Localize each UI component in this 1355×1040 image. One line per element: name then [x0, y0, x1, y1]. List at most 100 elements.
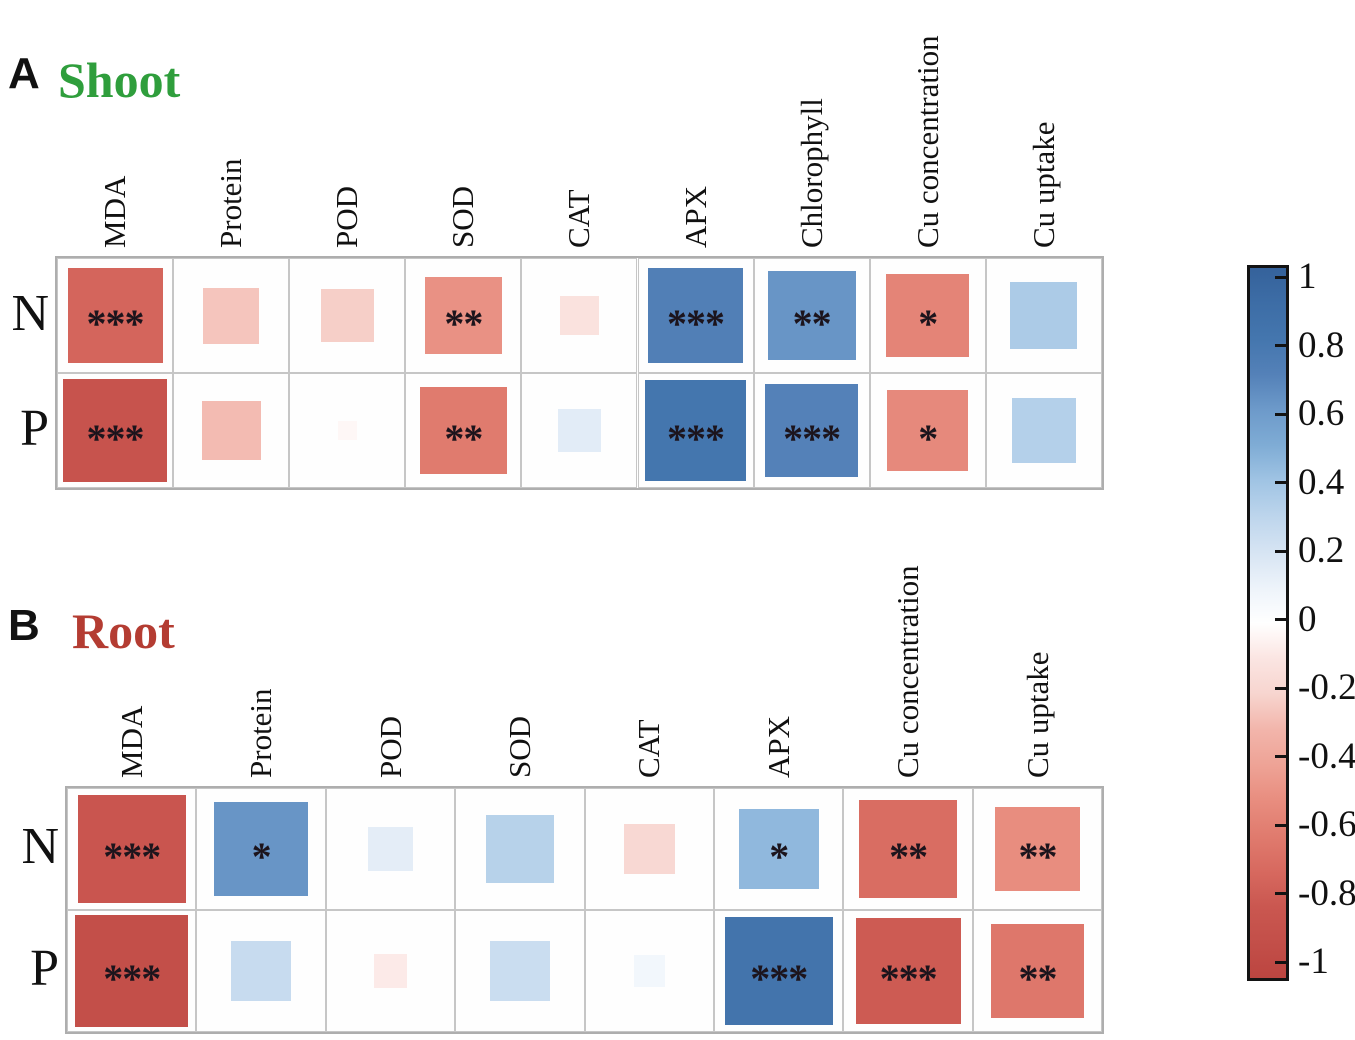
colorbar-tick	[1275, 344, 1286, 347]
significance-stars: **	[1018, 956, 1057, 1001]
significance-stars: **	[889, 834, 928, 879]
correlation-square	[75, 914, 189, 1028]
significance-stars: **	[1018, 834, 1057, 879]
colorbar-tick	[1275, 412, 1286, 416]
correlation-square	[490, 941, 550, 1001]
correlation-square	[1011, 398, 1076, 463]
correlation-square	[886, 273, 970, 358]
panel-a-letter: A	[8, 49, 40, 98]
cell-b-p-cu-concentration: ***	[843, 910, 973, 1032]
significance-stars: **	[444, 300, 483, 346]
column-label-a-chlorophyll: Chlorophyll	[793, 98, 829, 248]
panel-b-title: Root	[72, 603, 175, 659]
colorbar-tick	[1275, 823, 1286, 827]
cell-a-n-sod: **	[405, 258, 522, 373]
correlation-square	[764, 383, 859, 478]
correlation-square	[214, 802, 308, 896]
correlation-square	[724, 917, 833, 1025]
correlation-square	[337, 420, 357, 441]
column-label-a-apx: APX	[677, 185, 713, 248]
cell-b-p-pod	[325, 910, 456, 1032]
cell-b-p-cat	[584, 910, 714, 1032]
row-label-b-n: N	[21, 818, 59, 875]
correlation-square	[201, 400, 261, 461]
cell-a-p-apx: ***	[637, 373, 754, 488]
column-label-a-cat: CAT	[561, 189, 597, 248]
row-label-b-p: P	[30, 940, 59, 997]
correlation-grid-a: *** ** *** ** * *** ** *** *** *	[55, 256, 1104, 490]
correlation-square	[486, 815, 554, 883]
cell-a-p-cat	[521, 373, 638, 488]
cell-a-n-protein	[173, 258, 290, 373]
correlation-square	[320, 289, 374, 342]
cell-b-p-sod	[455, 910, 585, 1032]
correlation-square	[990, 924, 1085, 1018]
colorbar-tick	[1275, 892, 1286, 895]
significance-stars: ***	[783, 415, 841, 461]
cell-b-n-pod	[325, 788, 456, 910]
cell-a-n-apx: ***	[637, 258, 754, 373]
correlation-square	[624, 823, 675, 875]
correlation-square	[557, 408, 602, 453]
column-label-b-cu-concentration: Cu concentration	[890, 565, 926, 778]
correlation-square	[767, 271, 856, 360]
cell-a-p-cu-concentration: *	[869, 373, 986, 488]
column-label-b-apx: APX	[760, 715, 796, 778]
cell-a-n-cat	[521, 258, 638, 373]
correlation-grid-b: *** * * ** ** *** *** *** **	[65, 786, 1105, 1034]
cell-a-n-chlorophyll: **	[753, 258, 870, 373]
column-label-a-cu-uptake: Cu uptake	[1025, 121, 1061, 248]
cell-a-n-cu-concentration: *	[869, 258, 986, 373]
panel-b-letter: B	[8, 601, 40, 650]
colorbar-tick-label: -0.8	[1298, 872, 1355, 914]
cell-b-n-sod	[455, 788, 585, 910]
colorbar-tick-label: -1	[1298, 941, 1329, 982]
significance-stars: **	[444, 415, 483, 461]
cell-b-p-apx: ***	[714, 910, 844, 1032]
colorbar-tick-label: -0.4	[1298, 735, 1355, 777]
cell-b-p-mda: ***	[67, 910, 197, 1032]
correlation-square	[648, 267, 744, 363]
significance-stars: ***	[750, 956, 808, 1001]
column-label-a-mda: MDA	[97, 175, 133, 248]
colorbar-tick-label: -0.2	[1298, 667, 1355, 708]
cell-b-n-cu-uptake: **	[972, 788, 1103, 910]
correlation-square	[77, 795, 186, 903]
correlation-square	[738, 809, 819, 889]
significance-stars: ***	[667, 300, 725, 346]
column-label-a-sod: SOD	[445, 185, 481, 248]
colorbar-tick-label: 0.6	[1298, 393, 1345, 434]
cell-a-n-cu-uptake	[985, 258, 1102, 373]
correlation-square	[855, 918, 961, 1024]
correlation-square	[203, 287, 260, 344]
cell-b-n-cat	[584, 788, 714, 910]
colorbar-tick-label: 0.8	[1298, 324, 1345, 366]
cell-a-p-mda: ***	[57, 373, 174, 488]
colorbar-tick	[1275, 275, 1286, 279]
correlation-square	[63, 378, 167, 483]
significance-stars: *	[769, 834, 789, 879]
correlation-square	[1010, 281, 1078, 350]
cell-a-p-chlorophyll: ***	[753, 373, 870, 488]
colorbar-tick-label: 1	[1298, 256, 1317, 297]
colorbar	[1247, 265, 1289, 981]
column-label-a-protein: Protein	[213, 158, 249, 248]
cell-a-n-pod	[289, 258, 406, 373]
correlation-square	[633, 955, 666, 987]
correlation-square	[373, 954, 408, 988]
cell-b-p-protein	[196, 910, 326, 1032]
column-label-b-mda: MDA	[113, 705, 149, 778]
correlation-square	[419, 387, 507, 474]
column-label-a-cu-concentration: Cu concentration	[909, 35, 945, 248]
colorbar-tick	[1275, 686, 1286, 690]
correlation-square	[67, 267, 163, 363]
cell-b-n-apx: *	[714, 788, 844, 910]
significance-stars: ***	[86, 415, 145, 461]
correlation-square	[560, 296, 599, 335]
column-label-b-cu-uptake: Cu uptake	[1019, 651, 1055, 778]
colorbar-tick-label: -0.6	[1298, 804, 1355, 845]
correlation-square	[887, 390, 969, 471]
correlation-square	[368, 826, 413, 872]
significance-stars: ***	[86, 300, 145, 346]
